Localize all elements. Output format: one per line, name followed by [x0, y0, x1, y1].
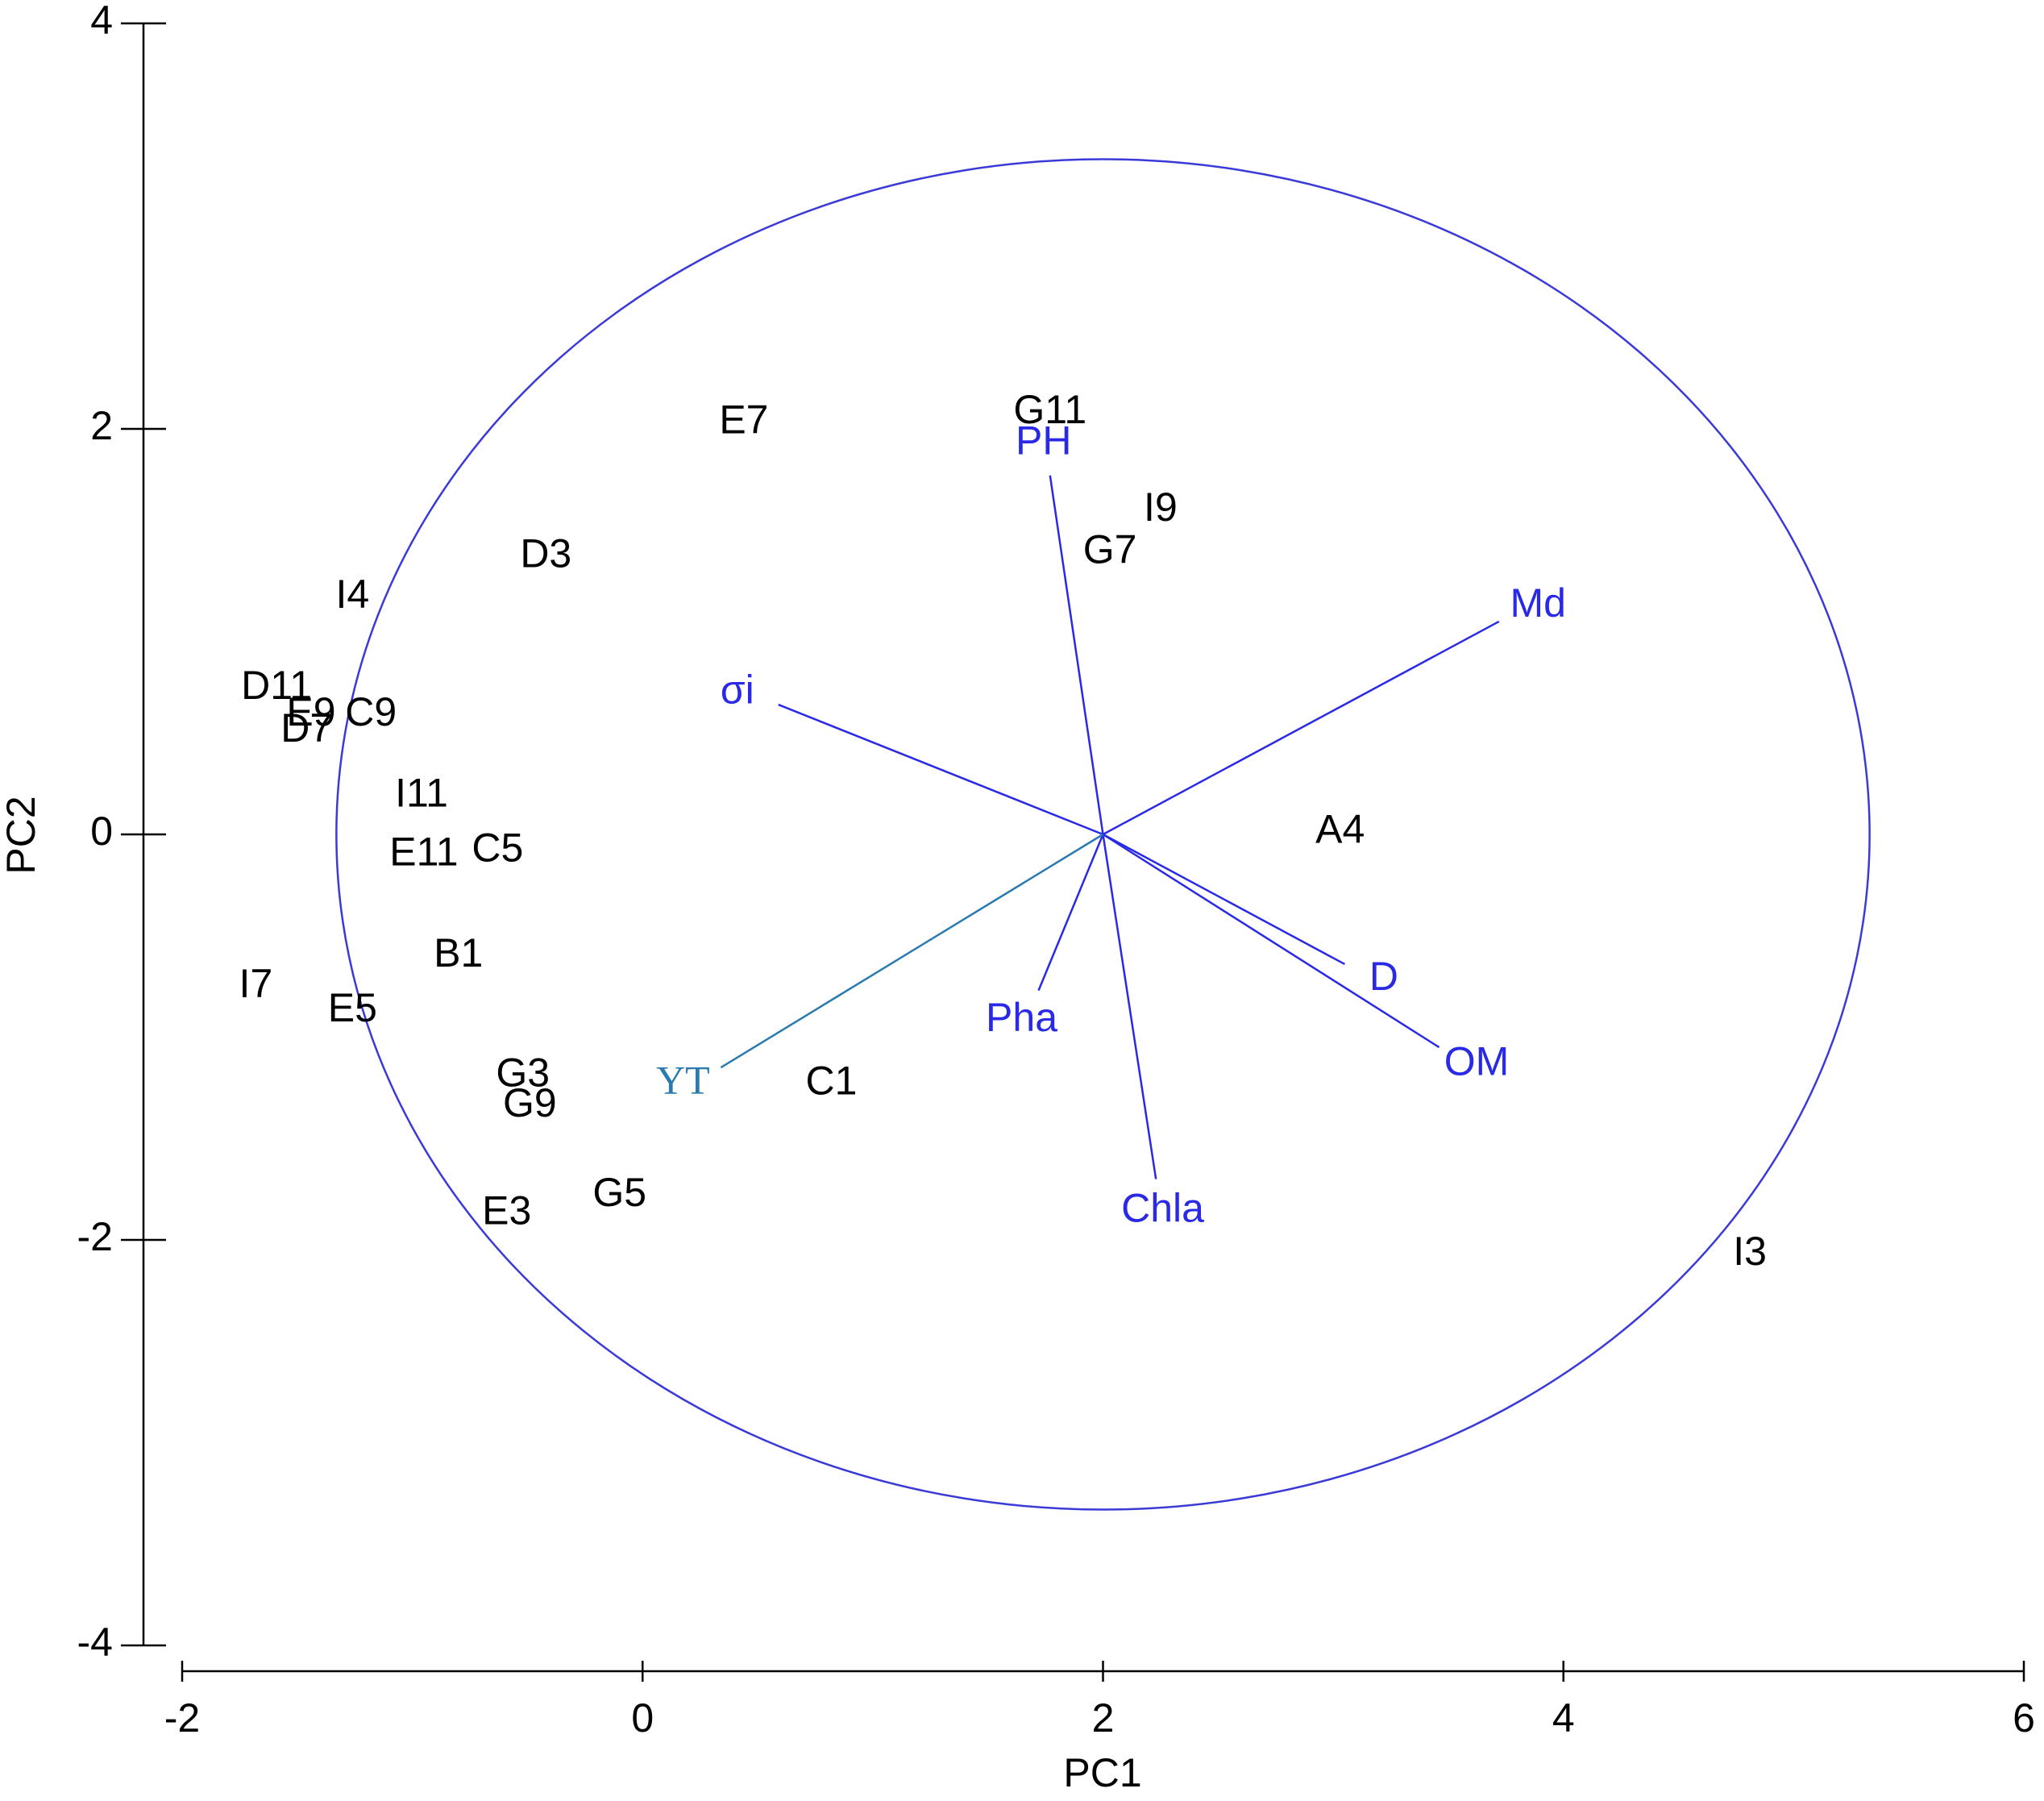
- y-tick-label: 2: [90, 403, 113, 448]
- loading-vector: [720, 833, 1104, 1069]
- vector-label: PH: [1016, 418, 1071, 463]
- y-tick-label: -2: [77, 1214, 113, 1259]
- x-tick-label: 6: [2013, 1695, 2035, 1741]
- correlation-circle: [335, 158, 1871, 1511]
- sample-label: B1: [434, 930, 483, 975]
- x-tick-label: 4: [1552, 1695, 1575, 1741]
- loading-vector: [1037, 834, 1104, 992]
- sample-label: C5: [472, 825, 523, 870]
- sample-label: C1: [806, 1059, 858, 1104]
- y-tick-label: 4: [90, 0, 113, 43]
- sample-label: G7: [1083, 527, 1137, 572]
- sample-label: E11: [389, 829, 458, 874]
- sample-label: E5: [328, 985, 377, 1030]
- x-tick-label: -2: [164, 1695, 200, 1741]
- x-tick-label: 2: [1092, 1695, 1115, 1741]
- sample-label: I11: [395, 770, 448, 815]
- vector-label: D: [1369, 954, 1398, 999]
- vector-label: OM: [1444, 1039, 1510, 1084]
- sample-label: A4: [1315, 807, 1365, 852]
- loading-vector: [1102, 620, 1500, 836]
- sample-label: I9: [1144, 485, 1178, 530]
- sample-label: G11: [1013, 387, 1086, 432]
- sample-label: G3: [496, 1050, 550, 1095]
- sample-label: C9: [345, 689, 397, 734]
- sample-label: E9: [286, 689, 335, 734]
- sample-label: I4: [336, 572, 370, 617]
- loading-vector: [778, 703, 1103, 836]
- sample-label: G5: [592, 1170, 646, 1215]
- loading-vector: [1102, 833, 1345, 966]
- sample-label: E3: [482, 1188, 531, 1233]
- loading-vector: [1049, 475, 1104, 835]
- vector-label: YT: [656, 1058, 710, 1103]
- sample-label: D7: [280, 705, 332, 751]
- loading-vector: [1102, 833, 1440, 1049]
- sample-label: D11: [241, 663, 312, 708]
- x-axis-title: PC1: [1063, 1750, 1141, 1795]
- vector-label: Md: [1510, 580, 1565, 626]
- sample-label: D3: [520, 531, 571, 576]
- y-tick-label: -4: [77, 1620, 113, 1665]
- vector-label: σi: [721, 667, 754, 712]
- y-tick-label: 0: [90, 809, 113, 854]
- vector-label: Chla: [1121, 1185, 1204, 1230]
- loading-vector: [1102, 834, 1157, 1179]
- sample-label: G9: [503, 1080, 557, 1125]
- sample-label: I3: [1733, 1229, 1767, 1274]
- sample-label: I7: [239, 961, 273, 1006]
- y-axis-title: PC2: [0, 796, 44, 874]
- sample-label: E7: [719, 397, 768, 443]
- vector-label: Pha: [986, 995, 1057, 1040]
- x-tick-label: 0: [631, 1695, 654, 1741]
